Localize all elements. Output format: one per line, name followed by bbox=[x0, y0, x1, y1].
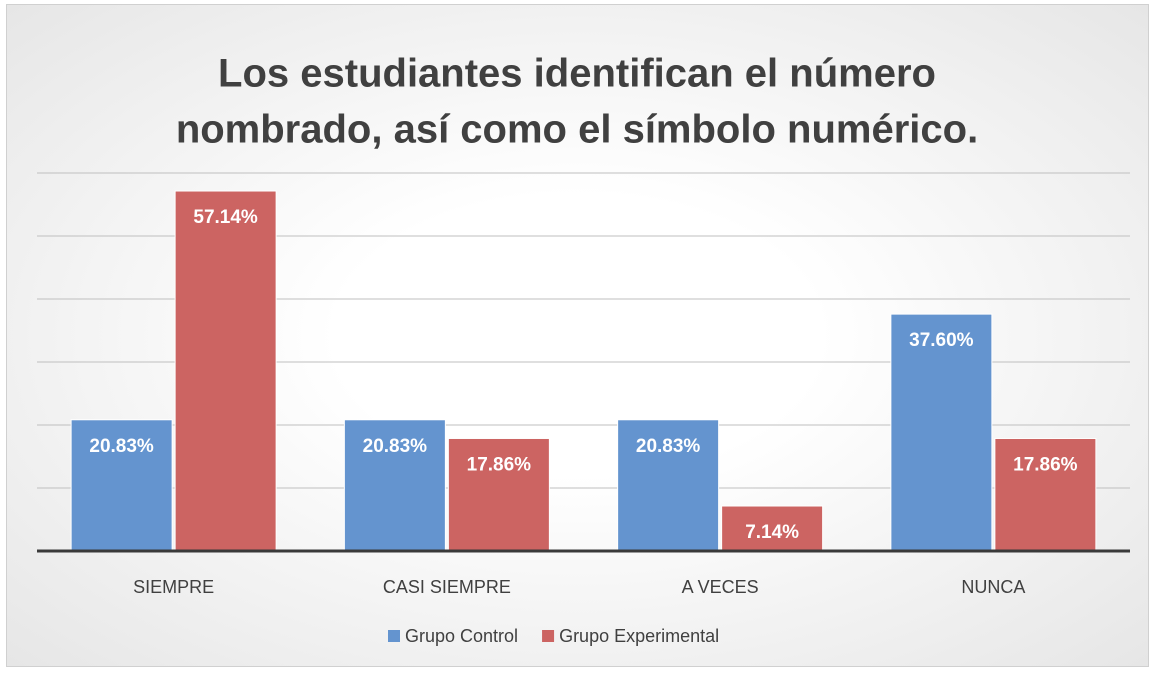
value-label: 20.83% bbox=[636, 436, 701, 457]
legend-swatch bbox=[388, 630, 400, 642]
bar bbox=[70, 419, 173, 552]
chart-title: nombrado, así como el símbolo numérico. bbox=[176, 108, 978, 152]
value-label: 17.86% bbox=[1013, 454, 1078, 475]
value-label: 20.83% bbox=[89, 436, 154, 457]
x-tick-label: NUNCA bbox=[961, 577, 1025, 597]
bar bbox=[890, 313, 993, 552]
value-label: 17.86% bbox=[467, 454, 532, 475]
bar bbox=[447, 437, 550, 552]
bar bbox=[343, 419, 446, 552]
bar bbox=[721, 505, 824, 552]
bar bbox=[174, 190, 277, 552]
legend-label: Grupo Control bbox=[405, 626, 518, 646]
bar bbox=[617, 419, 720, 552]
x-tick-label: A VECES bbox=[682, 577, 759, 597]
legend-label: Grupo Experimental bbox=[559, 626, 719, 646]
value-label: 57.14% bbox=[193, 207, 258, 228]
value-label: 7.14% bbox=[745, 522, 799, 543]
chart-title: Los estudiantes identifican el número bbox=[218, 52, 936, 96]
x-tick-label: CASI SIEMPRE bbox=[383, 577, 511, 597]
value-label: 37.60% bbox=[909, 330, 974, 351]
value-label: 20.83% bbox=[363, 436, 428, 457]
x-tick-label: SIEMPRE bbox=[133, 577, 214, 597]
bar bbox=[994, 437, 1097, 552]
legend-swatch bbox=[542, 630, 555, 642]
